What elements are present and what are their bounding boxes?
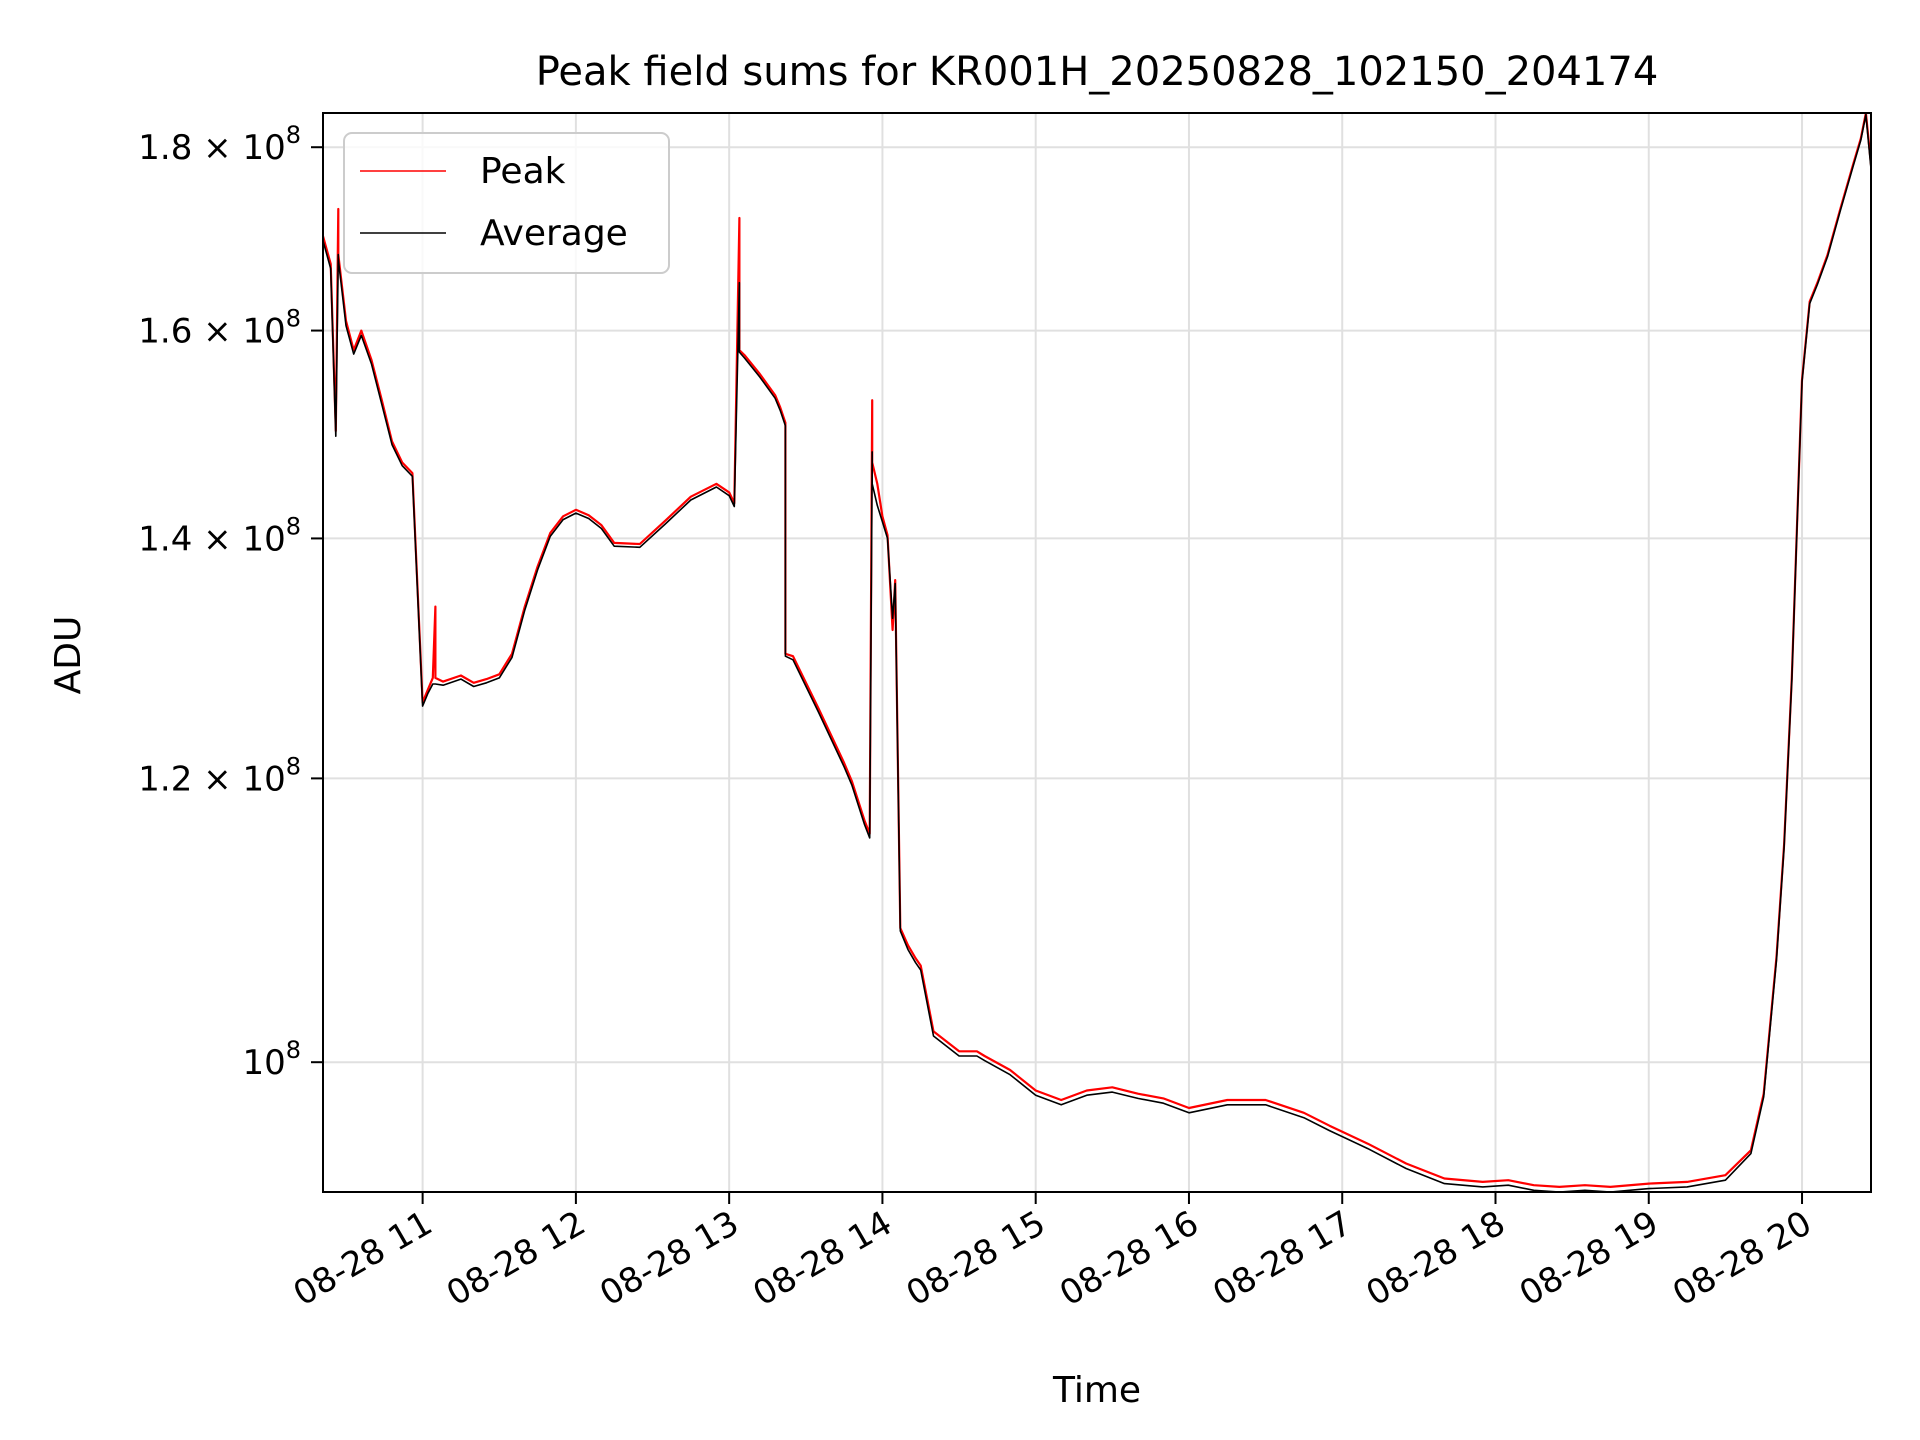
plot-frame [322,112,1872,1193]
x-axis-label: Time [1052,1370,1141,1411]
y-tick-label: 1.6 × 108 [138,305,301,352]
series-line-peak [323,113,1871,1189]
legend: Peak Average [343,132,670,274]
y-axis-label: ADU [48,616,89,695]
y-tick-label: 1.4 × 108 [138,512,301,559]
grid [323,113,1871,1192]
y-tick-label: 1.8 × 108 [138,121,301,168]
y-tick-label: 1.2 × 108 [138,752,301,799]
legend-label-peak: Peak [480,151,566,192]
y-tick-label: 108 [242,1036,301,1083]
legend-box [343,132,670,274]
legend-label-average: Average [480,213,628,254]
chart-title: Peak field sums for KR001H_20250828_1021… [536,49,1659,95]
